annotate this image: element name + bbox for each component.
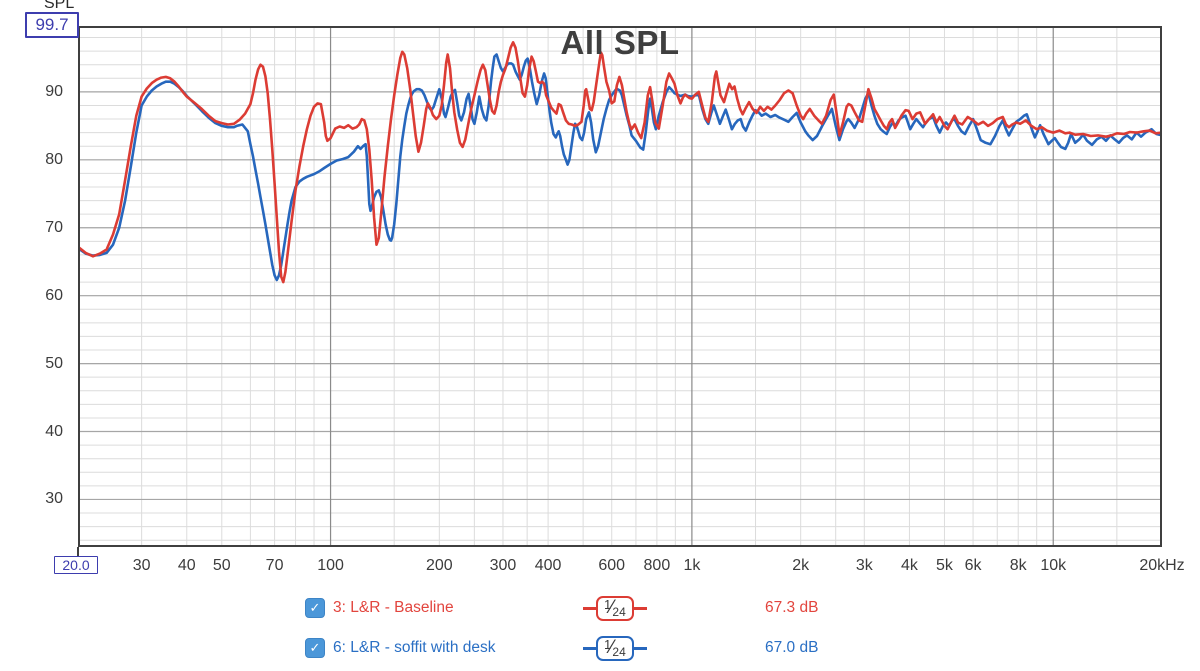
- legend-row-baseline: ✓ 3: L&R - Baseline 1 ⁄ 24 67.3 dB: [305, 595, 818, 621]
- x-tick-label: 4k: [900, 557, 918, 574]
- x-tick-label: 6k: [964, 557, 982, 574]
- x-tick-label: 20kHz: [1139, 557, 1185, 574]
- fraction-slash-icon: ⁄: [610, 597, 614, 618]
- x-tick-label: 200: [425, 557, 453, 574]
- x-tick-label: 40: [177, 557, 196, 574]
- x-tick-label: 400: [534, 557, 562, 574]
- trace-level-value: 67.0 dB: [765, 639, 819, 656]
- trace-checkbox[interactable]: ✓: [305, 638, 325, 658]
- x-tick-label: 30: [132, 557, 151, 574]
- y-tick-label: 80: [45, 150, 63, 168]
- trace-line-sample: [583, 646, 596, 650]
- x-tick-label: 50: [212, 557, 231, 574]
- plot-area[interactable]: [78, 26, 1162, 547]
- x-tick-label: 300: [489, 557, 517, 574]
- trace-checkbox[interactable]: ✓: [305, 598, 325, 618]
- smoothing-badge[interactable]: 1 ⁄ 24: [583, 635, 647, 661]
- y-tick-label: 40: [45, 422, 63, 440]
- legend-row-soffit: ✓ 6: L&R - soffit with desk 1 ⁄ 24 67.0 dB: [305, 635, 818, 661]
- smoothing-fraction: 1 ⁄ 24: [596, 595, 634, 621]
- y-max-limit-box[interactable]: 99.7: [25, 12, 79, 38]
- trace-label[interactable]: 6: L&R - soffit with desk: [333, 639, 496, 656]
- smoothing-fraction: 1 ⁄ 24: [596, 635, 634, 661]
- x-tick-label: 1k: [683, 557, 701, 574]
- y-tick-label: 60: [45, 286, 63, 304]
- x-tick-label: 100: [317, 557, 344, 574]
- trace-line-sample: [633, 606, 647, 610]
- y-tick-label: 70: [45, 218, 63, 236]
- trace-label[interactable]: 3: L&R - Baseline: [333, 599, 454, 616]
- trace-level-value: 67.3 dB: [765, 599, 819, 616]
- x-tick-label: 70: [265, 557, 284, 574]
- x-tick-label: 8k: [1009, 557, 1027, 574]
- x-tick-label: 2k: [792, 557, 810, 574]
- y-axis-name: SPL: [44, 0, 75, 12]
- x-tick-label: 10k: [1040, 557, 1067, 574]
- y-tick-label: 50: [45, 354, 63, 372]
- x-tick-label: 5k: [936, 557, 953, 574]
- trace-3: L&R - Baseline: [78, 40, 1162, 284]
- y-tick-label: 90: [45, 82, 63, 100]
- y-tick-label: 30: [45, 490, 63, 508]
- smoothing-badge[interactable]: 1 ⁄ 24: [583, 595, 647, 621]
- fraction-slash-icon: ⁄: [610, 637, 614, 658]
- trace-6: L&R - soffit with desk: [78, 53, 1162, 282]
- x-min-tick: [77, 547, 79, 556]
- x-tick-label: 600: [598, 557, 626, 574]
- trace-line-sample: [633, 646, 647, 650]
- x-tick-label: 3k: [855, 557, 873, 574]
- trace-line-sample: [583, 606, 596, 610]
- x-min-limit-box[interactable]: 20.0: [54, 556, 98, 574]
- x-tick-label: 800: [643, 557, 671, 574]
